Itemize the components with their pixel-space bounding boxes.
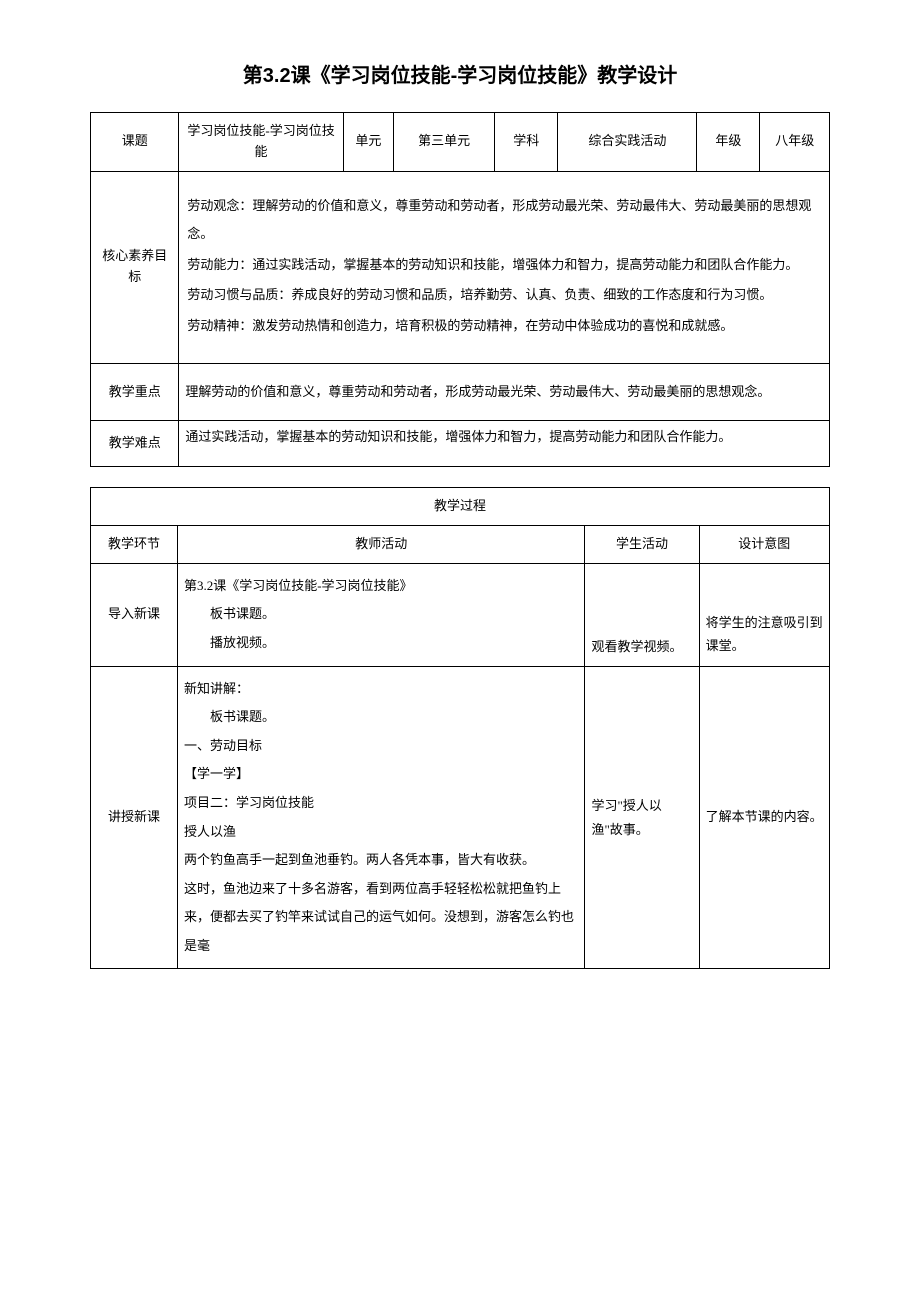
lecture-teacher-p6: 授人以渔 bbox=[184, 818, 579, 847]
intro-row: 导入新课 第3.2课《学习岗位技能-学习岗位技能》 板书课题。 播放视频。 观看… bbox=[91, 563, 830, 666]
keypoint-label: 教学重点 bbox=[91, 363, 179, 421]
objectives-content: 劳动观念：理解劳动的价值和意义，尊重劳动和劳动者，形成劳动最光荣、劳动最伟大、劳… bbox=[179, 171, 830, 363]
lecture-intent: 了解本节课的内容。 bbox=[699, 666, 829, 969]
col-student-header: 学生活动 bbox=[585, 525, 699, 563]
grade-label: 年级 bbox=[697, 113, 760, 172]
col-teacher-header: 教师活动 bbox=[177, 525, 585, 563]
topic-label: 课题 bbox=[91, 113, 179, 172]
intro-stage: 导入新课 bbox=[91, 563, 178, 666]
objective-4: 劳动精神：激发劳动热情和创造力，培育积极的劳动精神，在劳动中体验成功的喜悦和成就… bbox=[187, 312, 821, 341]
lecture-stage: 讲授新课 bbox=[91, 666, 178, 969]
grade-value: 八年级 bbox=[760, 113, 830, 172]
col-stage-header: 教学环节 bbox=[91, 525, 178, 563]
lecture-row: 讲授新课 新知讲解： 板书课题。 一、劳动目标 【学一学】 项目二：学习岗位技能… bbox=[91, 666, 830, 969]
objectives-label: 核心素养目标 bbox=[91, 171, 179, 363]
intro-student: 观看教学视频。 bbox=[585, 563, 699, 666]
intro-teacher-p3: 播放视频。 bbox=[184, 629, 579, 658]
page-title: 第3.2课《学习岗位技能-学习岗位技能》教学设计 bbox=[90, 60, 830, 92]
lecture-teacher-p5: 项目二：学习岗位技能 bbox=[184, 789, 579, 818]
info-row: 课题 学习岗位技能-学习岗位技能 单元 第三单元 学科 综合实践活动 年级 八年… bbox=[91, 113, 830, 172]
difficulty-row: 教学难点 通过实践活动，掌握基本的劳动知识和技能，增强体力和智力，提高劳动能力和… bbox=[91, 421, 830, 467]
lecture-teacher: 新知讲解： 板书课题。 一、劳动目标 【学一学】 项目二：学习岗位技能 授人以渔… bbox=[177, 666, 585, 969]
info-table: 课题 学习岗位技能-学习岗位技能 单元 第三单元 学科 综合实践活动 年级 八年… bbox=[90, 112, 830, 467]
objective-3: 劳动习惯与品质：养成良好的劳动习惯和品质，培养勤劳、认真、负责、细致的工作态度和… bbox=[187, 281, 821, 310]
objective-2: 劳动能力：通过实践活动，掌握基本的劳动知识和技能，增强体力和智力，提高劳动能力和… bbox=[187, 251, 821, 280]
lecture-teacher-p4: 【学一学】 bbox=[184, 760, 579, 789]
objectives-row: 核心素养目标 劳动观念：理解劳动的价值和意义，尊重劳动和劳动者，形成劳动最光荣、… bbox=[91, 171, 830, 363]
process-header-row: 教学过程 bbox=[91, 488, 830, 526]
subject-label: 学科 bbox=[495, 113, 558, 172]
intro-teacher-p2: 板书课题。 bbox=[184, 600, 579, 629]
lecture-teacher-p3: 一、劳动目标 bbox=[184, 732, 579, 761]
keypoint-row: 教学重点 理解劳动的价值和意义，尊重劳动和劳动者，形成劳动最光荣、劳动最伟大、劳… bbox=[91, 363, 830, 421]
intro-teacher-p1: 第3.2课《学习岗位技能-学习岗位技能》 bbox=[184, 572, 579, 601]
topic-value: 学习岗位技能-学习岗位技能 bbox=[179, 113, 343, 172]
process-columns-row: 教学环节 教师活动 学生活动 设计意图 bbox=[91, 525, 830, 563]
lecture-teacher-p1: 新知讲解： bbox=[184, 675, 579, 704]
unit-value: 第三单元 bbox=[394, 113, 495, 172]
lecture-student: 学习"授人以渔"故事。 bbox=[585, 666, 699, 969]
keypoint-content: 理解劳动的价值和意义，尊重劳动和劳动者，形成劳动最光荣、劳动最伟大、劳动最美丽的… bbox=[179, 363, 830, 421]
objective-1: 劳动观念：理解劳动的价值和意义，尊重劳动和劳动者，形成劳动最光荣、劳动最伟大、劳… bbox=[187, 192, 821, 249]
unit-label: 单元 bbox=[343, 113, 394, 172]
process-header: 教学过程 bbox=[91, 488, 830, 526]
lecture-teacher-p8: 这时，鱼池边来了十多名游客，看到两位高手轻轻松松就把鱼钓上来，便都去买了钓竿来试… bbox=[184, 875, 579, 961]
intro-teacher: 第3.2课《学习岗位技能-学习岗位技能》 板书课题。 播放视频。 bbox=[177, 563, 585, 666]
difficulty-content: 通过实践活动，掌握基本的劳动知识和技能，增强体力和智力，提高劳动能力和团队合作能… bbox=[179, 421, 830, 467]
intro-intent: 将学生的注意吸引到课堂。 bbox=[699, 563, 829, 666]
col-intent-header: 设计意图 bbox=[699, 525, 829, 563]
difficulty-label: 教学难点 bbox=[91, 421, 179, 467]
process-table: 教学过程 教学环节 教师活动 学生活动 设计意图 导入新课 第3.2课《学习岗位… bbox=[90, 487, 830, 969]
subject-value: 综合实践活动 bbox=[558, 113, 697, 172]
lecture-teacher-p2: 板书课题。 bbox=[184, 703, 579, 732]
lecture-teacher-p7: 两个钓鱼高手一起到鱼池垂钓。两人各凭本事，皆大有收获。 bbox=[184, 846, 579, 875]
